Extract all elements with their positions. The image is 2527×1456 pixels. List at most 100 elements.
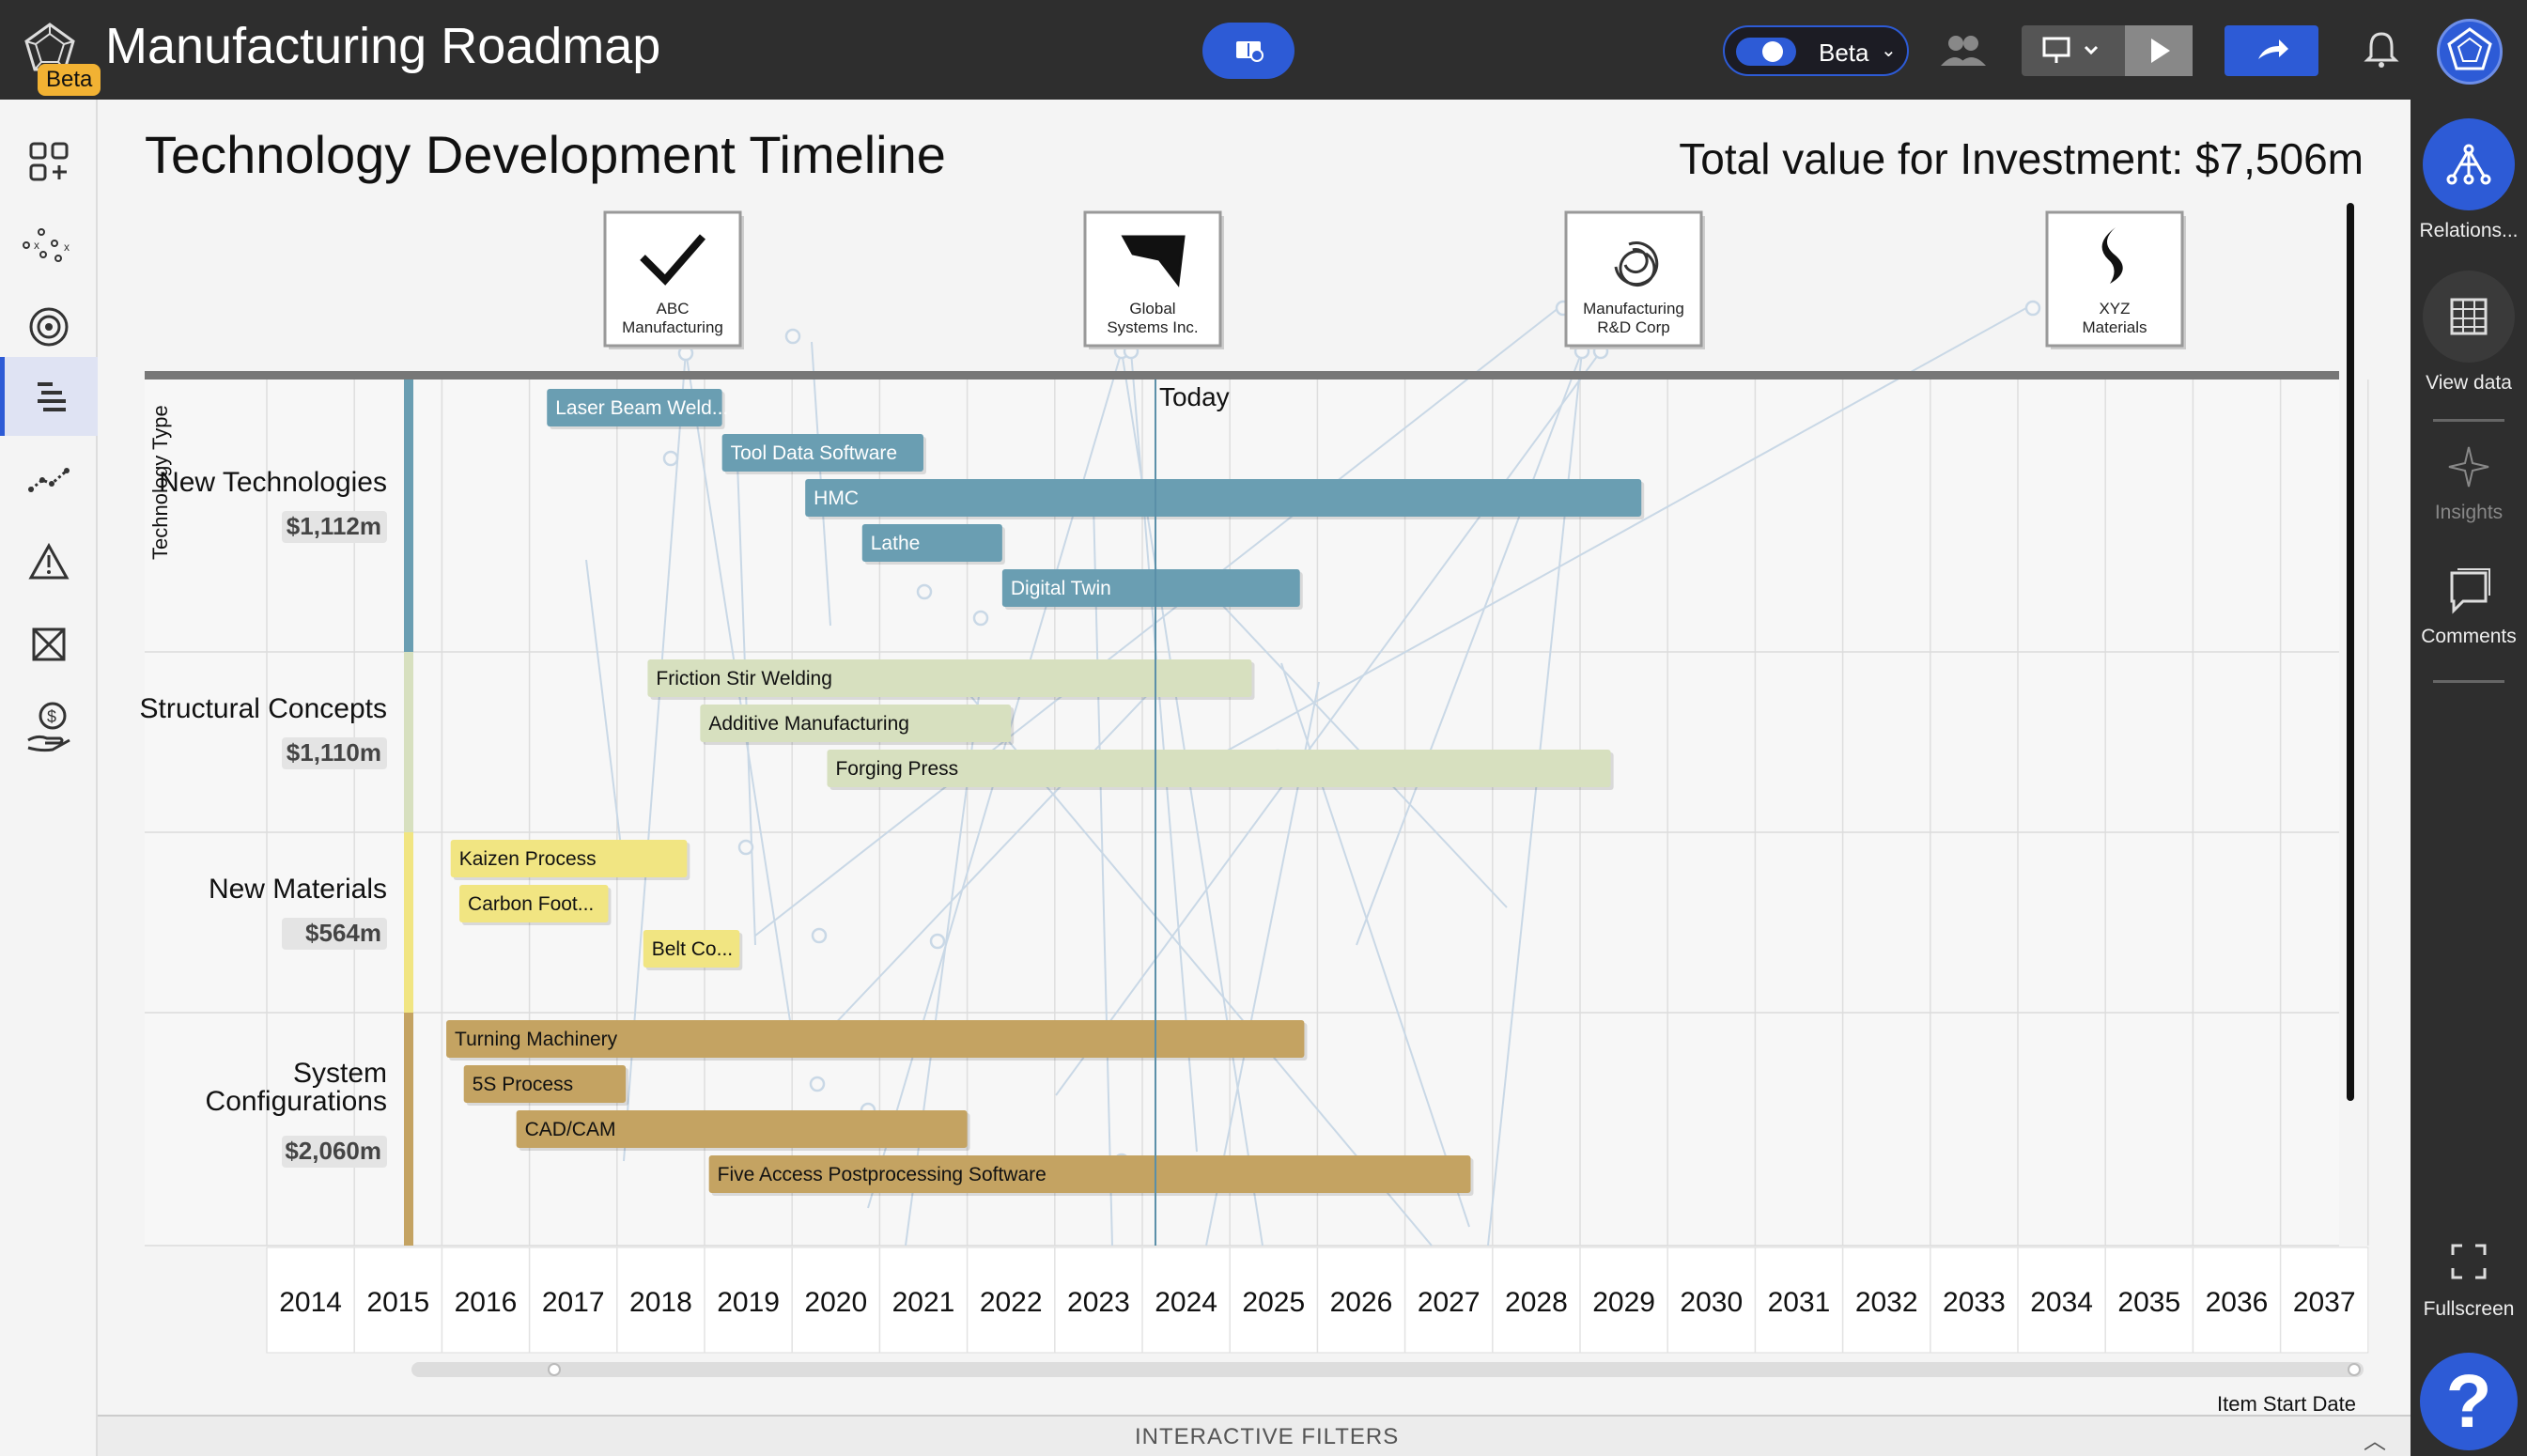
timeline-bar[interactable] <box>708 1155 1471 1193</box>
nav-scatter[interactable]: x x <box>0 205 98 284</box>
x-tick-label: 2026 <box>1330 1287 1393 1318</box>
bar-label: 5S Process <box>473 1074 573 1095</box>
group-name: New Technologies <box>159 467 387 498</box>
insights-button[interactable]: Insights <box>2411 443 2527 524</box>
comments-label: Comments <box>2421 626 2517 647</box>
company-card[interactable] <box>1564 210 1703 348</box>
right-panel: Relations... View data Insights Comments… <box>2411 100 2527 1456</box>
bar-label: HMC <box>814 488 859 509</box>
x-tick-label: 2030 <box>1680 1287 1743 1318</box>
company-name: Manufacturing <box>1583 300 1684 318</box>
timeline-bar[interactable] <box>516 1110 968 1148</box>
relation-node <box>809 1076 826 1092</box>
help-button[interactable]: ? <box>2420 1353 2518 1450</box>
group-name: System <box>293 1058 387 1089</box>
company-name: Systems Inc. <box>1107 318 1198 336</box>
play-icon <box>2151 39 2170 63</box>
timeline-bar[interactable] <box>647 659 1252 697</box>
play-button[interactable] <box>2125 25 2193 76</box>
horizontal-scrollbar-handle[interactable] <box>548 1363 561 1376</box>
fullscreen-icon <box>2451 1244 2487 1279</box>
add-widget-icon <box>29 142 69 181</box>
relation-line <box>811 672 1170 1049</box>
horizontal-scrollbar-track[interactable] <box>411 1362 2364 1377</box>
timeline-bar[interactable] <box>700 705 1012 742</box>
timeline-bar[interactable] <box>805 479 1642 517</box>
present-icon <box>2042 37 2099 63</box>
bar-label: Tool Data Software <box>731 442 897 464</box>
x-tick-label: 2033 <box>1943 1287 2006 1318</box>
relation-node <box>811 927 828 944</box>
company-name: Global <box>1129 300 1175 318</box>
total-value: Total value for Investment: $7,506m <box>1679 134 2364 183</box>
avatar-icon <box>2447 27 2492 70</box>
bar-label: CAD/CAM <box>525 1119 616 1140</box>
relation-line <box>1093 503 1113 1247</box>
timeline-bar[interactable] <box>547 389 722 426</box>
bar-label: Turning Machinery <box>455 1029 618 1050</box>
x-axis-caption: Item Start Date <box>2217 1392 2356 1416</box>
x-tick-label: 2028 <box>1505 1287 1568 1318</box>
nav-matrix[interactable] <box>0 605 98 684</box>
nav-target[interactable] <box>0 287 98 366</box>
timeline-bar[interactable] <box>827 750 1611 787</box>
nav-risk[interactable] <box>0 522 98 601</box>
table-icon <box>2450 298 2488 335</box>
company-card[interactable] <box>1083 210 1222 348</box>
timeline-bar[interactable] <box>721 434 923 472</box>
timeline-bar[interactable] <box>861 524 1002 562</box>
beta-toggle[interactable]: Beta ⌄ <box>1723 25 1909 76</box>
comments-button[interactable]: Comments <box>2411 565 2527 648</box>
relation-node <box>784 328 801 345</box>
nav-trend[interactable] <box>0 440 98 519</box>
nav-roadmap[interactable] <box>0 357 98 436</box>
separator <box>2433 419 2504 422</box>
timeline-bar[interactable] <box>450 840 688 877</box>
nav-add-widget[interactable] <box>0 122 98 201</box>
x-tick-label: 2019 <box>717 1287 780 1318</box>
comments-icon <box>2450 568 2490 614</box>
relation-node <box>2024 300 2041 317</box>
relation-line <box>1205 587 1508 908</box>
relations-button[interactable]: Relations... <box>2411 118 2527 242</box>
timeline-bar[interactable] <box>643 930 740 968</box>
bar-label: Laser Beam Weld... <box>555 397 728 419</box>
timeline-bar[interactable] <box>1001 569 1300 607</box>
relation-node <box>972 610 989 627</box>
app-title: Manufacturing Roadmap <box>105 18 661 74</box>
x-tick-label: 2025 <box>1242 1287 1305 1318</box>
timeline-bar[interactable] <box>459 885 609 922</box>
company-card[interactable] <box>603 210 742 348</box>
guide-button[interactable] <box>1202 23 1295 79</box>
view-data-button[interactable]: View data <box>2411 271 2527 395</box>
x-tick-label: 2031 <box>1768 1287 1831 1318</box>
timeline-bar[interactable] <box>446 1020 1305 1058</box>
users-icon[interactable] <box>1935 28 1992 73</box>
sparkle-icon <box>2448 446 2489 488</box>
nav-investment[interactable]: $ <box>0 688 98 767</box>
timeline-bar[interactable] <box>463 1065 627 1103</box>
horizontal-scrollbar-handle[interactable] <box>2348 1363 2361 1376</box>
toggle-knob <box>1762 41 1783 62</box>
chevron-up-icon[interactable]: ︿ <box>2364 1429 2386 1454</box>
share-button[interactable] <box>2225 25 2318 76</box>
roadmap-icon <box>37 382 66 411</box>
main-content: Technology Development Timeline Total va… <box>98 100 2411 1456</box>
beta-badge: Beta <box>38 64 101 96</box>
relation-node <box>929 933 946 950</box>
bell-icon[interactable] <box>2358 26 2405 73</box>
vertical-scrollbar[interactable] <box>2347 203 2354 1101</box>
group-name: Configurations <box>206 1086 387 1117</box>
x-tick-label: 2036 <box>2206 1287 2269 1318</box>
x-tick-label: 2015 <box>366 1287 429 1318</box>
avatar[interactable] <box>2437 19 2503 85</box>
interactive-filters-bar[interactable]: INTERACTIVE FILTERS ︿ <box>98 1415 2411 1456</box>
group-color-strip <box>404 1013 413 1246</box>
fullscreen-button[interactable]: Fullscreen <box>2411 1240 2527 1321</box>
relation-node <box>916 583 933 600</box>
scatter-icon: x x <box>23 228 70 262</box>
company-name: R&D Corp <box>1597 318 1669 336</box>
relation-line <box>1215 303 2034 758</box>
group-name: Structural Concepts <box>140 693 387 724</box>
